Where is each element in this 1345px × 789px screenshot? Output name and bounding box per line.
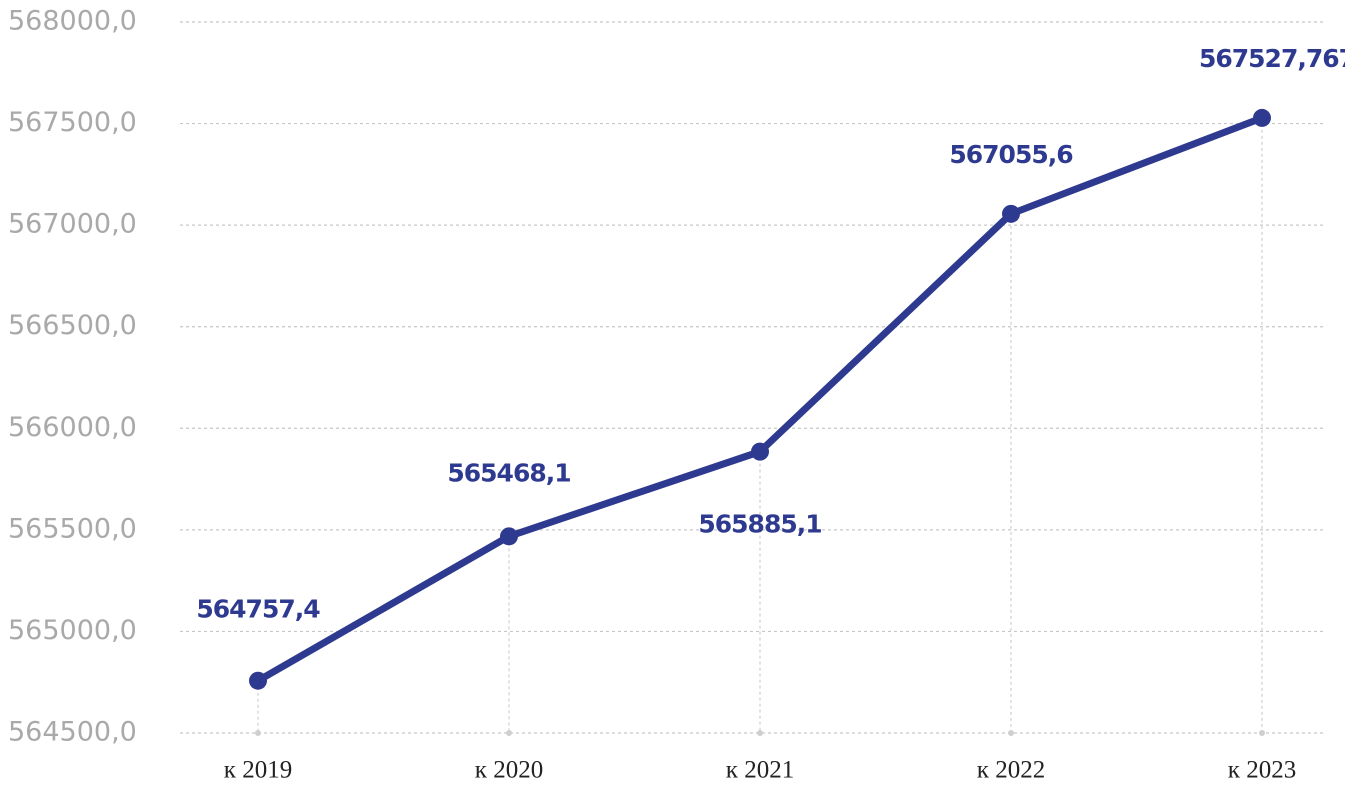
axis-dot bbox=[757, 730, 763, 736]
y-tick-label: 565500,0 bbox=[8, 513, 137, 544]
y-tick-label: 568000,0 bbox=[8, 6, 137, 37]
data-point bbox=[249, 671, 267, 690]
axis-dot bbox=[1008, 730, 1014, 736]
x-tick-label: к 2021 bbox=[726, 757, 794, 784]
y-tick-label: 566500,0 bbox=[8, 310, 137, 341]
y-tick-label: 566000,0 bbox=[8, 412, 137, 443]
x-tick-label: к 2019 bbox=[224, 757, 292, 784]
data-point bbox=[1002, 204, 1020, 223]
y-tick-label: 567500,0 bbox=[8, 107, 137, 138]
axis-dot bbox=[255, 730, 261, 736]
y-tick-label: 564500,0 bbox=[8, 717, 137, 748]
x-tick-label: к 2022 bbox=[977, 757, 1045, 784]
y-tick-label: 565000,0 bbox=[8, 615, 137, 646]
x-tick-label: к 2023 bbox=[1228, 757, 1296, 784]
value-label: 567527,767 bbox=[1199, 44, 1345, 73]
data-point bbox=[751, 442, 769, 461]
axis-dot bbox=[1259, 730, 1265, 736]
value-label: 567055,6 bbox=[949, 140, 1073, 169]
y-tick-label: 567000,0 bbox=[8, 209, 137, 240]
value-label: 565885,1 bbox=[698, 510, 821, 539]
data-point bbox=[1253, 108, 1271, 127]
value-label: 565468,1 bbox=[447, 458, 570, 487]
data-point bbox=[500, 527, 518, 546]
axis-dot bbox=[506, 730, 512, 736]
x-tick-label: к 2020 bbox=[475, 757, 543, 784]
value-label: 564757,4 bbox=[196, 595, 320, 624]
